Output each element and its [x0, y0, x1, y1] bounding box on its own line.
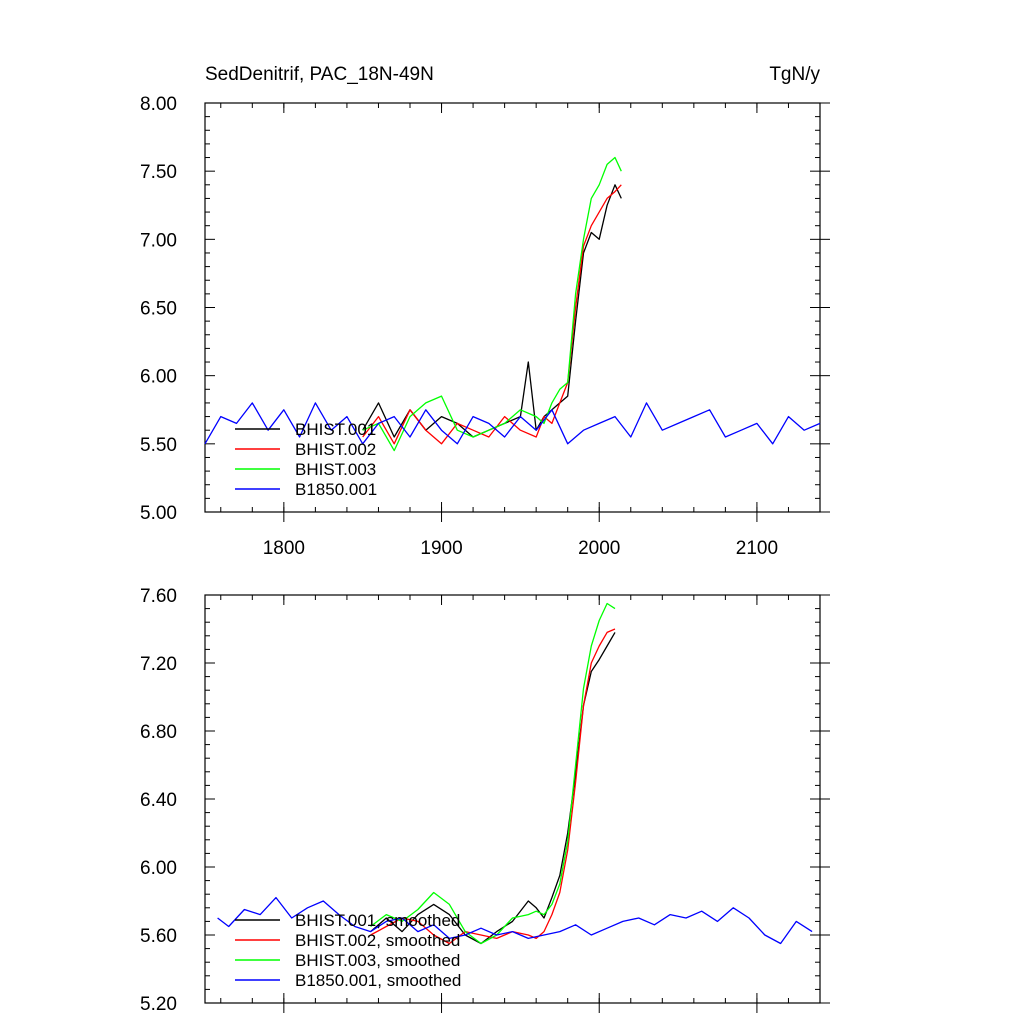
bottom-legend-label: BHIST.001, smoothed — [295, 911, 460, 930]
bottom-y-tick-label: 6.00 — [140, 858, 177, 879]
top-y-tick-label: 5.00 — [140, 503, 177, 524]
top-plot: 1800 1900 2000 2100 5.00 5.50 6.00 6.50 7.00 7.50… — [140, 94, 830, 559]
bottom-y-tick-label: 7.60 — [140, 586, 177, 607]
bottom-legend-label: BHIST.003, smoothed — [295, 951, 460, 970]
top-series-line-2 — [362, 184, 622, 445]
top-x-tick-label: 1800 — [263, 538, 305, 559]
bottom-y-tick-label: 6.80 — [140, 722, 177, 743]
bottom-series-line-3 — [370, 602, 616, 945]
bottom-legend-label: B1850.001, smoothed — [295, 971, 461, 990]
top-series-line-3 — [362, 156, 622, 452]
top-legend-label: BHIST.001 — [295, 420, 376, 439]
bottom-y-tick-label: 7.20 — [140, 654, 177, 675]
bottom-series-line-1 — [370, 632, 616, 945]
top-legend-label: BHIST.003 — [295, 460, 376, 479]
top-title-left: SedDenitrif, PAC_18N-49N — [205, 64, 434, 85]
top-y-tick-label: 7.50 — [140, 162, 177, 183]
top-y-tick-label: 6.50 — [140, 299, 177, 320]
bottom-legend-label: BHIST.002, smoothed — [295, 931, 460, 950]
bottom-y-tick-label: 6.40 — [140, 790, 177, 811]
bottom-y-tick-label: 5.20 — [140, 994, 177, 1015]
top-y-tick-label: 7.00 — [140, 230, 177, 251]
top-series-line-1 — [362, 184, 622, 438]
bottom-y-tick-label: 5.60 — [140, 926, 177, 947]
top-x-tick-label: 2000 — [578, 538, 620, 559]
bottom-series-line-2 — [370, 628, 616, 945]
top-legend-label: BHIST.002 — [295, 440, 376, 459]
top-x-tick-label: 2100 — [736, 538, 778, 559]
bottom-series-line-4 — [217, 896, 813, 945]
top-y-tick-label: 5.50 — [140, 435, 177, 456]
top-title-right: TgN/y — [769, 64, 820, 85]
top-legend-label: B1850.001 — [295, 480, 377, 499]
top-y-tick-label: 8.00 — [140, 94, 177, 115]
top-x-tick-label: 1900 — [420, 538, 462, 559]
bottom-plot: 5.20 5.60 6.00 6.40 6.80 7.20 7.60 BHIST.001, s… — [140, 586, 830, 1015]
top-y-tick-label: 6.00 — [140, 367, 177, 388]
top-series-line-4 — [204, 402, 821, 445]
